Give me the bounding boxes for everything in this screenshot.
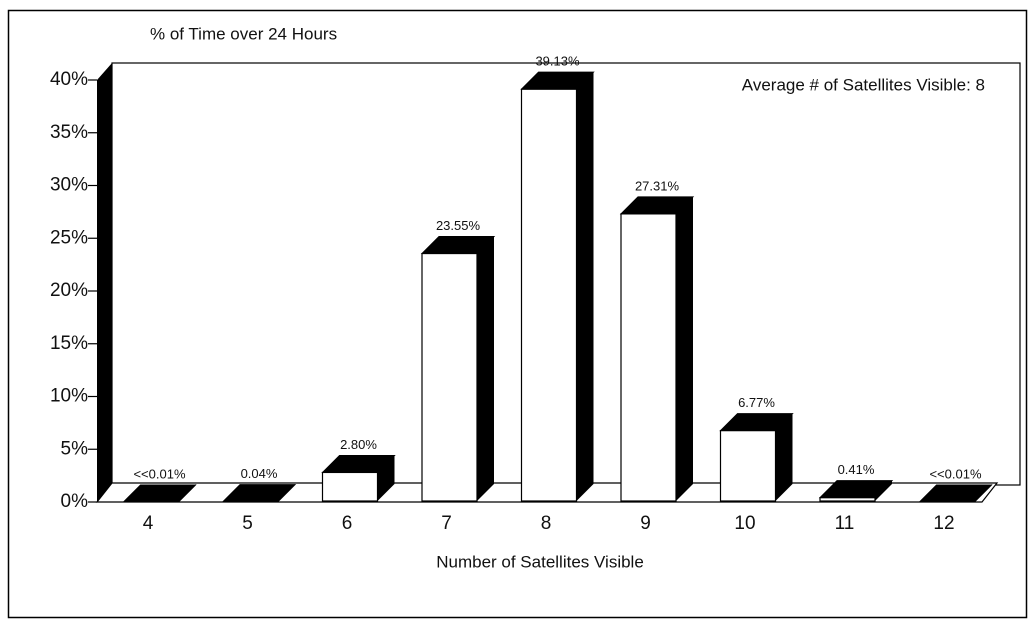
value-label: 6.77% [738,395,775,410]
y-tick-label: 5% [61,438,89,459]
y-tick-label: 20% [50,280,88,301]
y-tick-label: 35% [50,122,88,143]
x-tick-label: 8 [541,513,552,534]
x-tick-label: 12 [933,513,954,534]
bar-side [676,196,693,501]
bar-side [875,480,892,501]
y-tick-label: 30% [50,175,88,196]
chart-title: % of Time over 24 Hours [150,24,337,43]
bar-side [477,236,494,502]
value-label: 39.13% [535,54,580,69]
value-label: 2.80% [340,437,377,452]
bar-side [377,455,395,501]
y-tick-label: 10% [50,386,88,407]
bar-top [221,484,297,503]
bar [719,429,777,502]
x-tick-label: 10 [734,513,755,534]
value-label: 0.04% [241,466,278,481]
x-tick-label: 5 [242,513,253,534]
bar-top [520,71,595,90]
bar-top [321,454,396,473]
bar-top [122,484,197,503]
x-tick-label: 9 [640,513,651,534]
value-label: 27.31% [635,178,680,193]
bar-top [719,413,794,432]
bar [421,252,478,502]
y-tick-label: 25% [50,227,88,248]
annotation: Average # of Satellites Visible: 8 [742,75,985,94]
bar-top [619,196,695,215]
value-label: 0.41% [838,462,875,477]
y-tick-label: 40% [50,69,88,90]
bar [620,213,677,502]
bar [520,88,578,502]
y-tick-label: 0% [61,491,89,512]
x-tick-label: 4 [143,513,154,534]
bar [321,471,379,502]
value-label: <<0.01% [133,466,185,481]
frame [7,9,1028,619]
bar-top [818,480,894,499]
bar-side [775,413,793,501]
bar-top [918,484,993,503]
left-wall [97,63,112,502]
value-label: 23.55% [436,218,481,233]
x-tick-label: 6 [342,513,353,534]
x-tick-label: 11 [835,513,855,534]
bar-side [576,72,594,501]
value-label: <<0.01% [929,466,981,481]
bar-top [420,236,496,255]
x-tick-label: 7 [441,513,452,534]
y-tick-label: 15% [50,333,88,354]
x-axis-label: Number of Satellites Visible [436,552,644,571]
